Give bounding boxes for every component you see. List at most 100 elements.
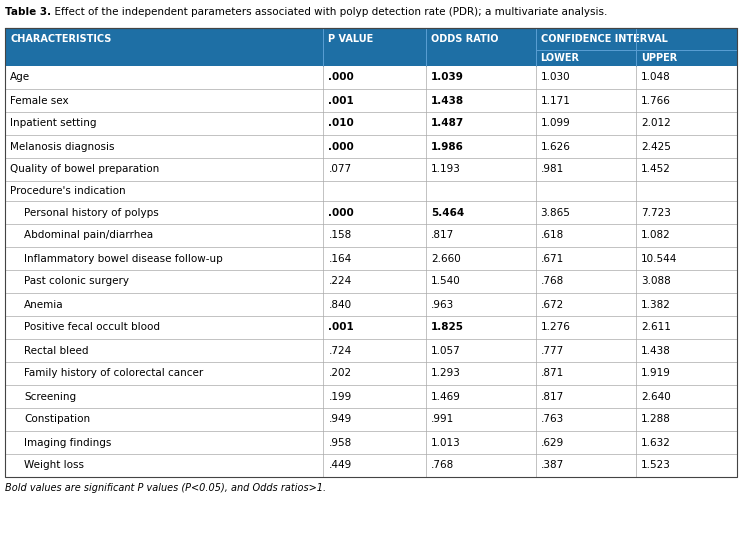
Bar <box>5 454 737 477</box>
Bar <box>5 135 737 158</box>
Text: Inflammatory bowel disease follow-up: Inflammatory bowel disease follow-up <box>24 254 223 264</box>
Text: .077: .077 <box>329 165 352 175</box>
Text: Anemia: Anemia <box>24 300 64 310</box>
Text: Effect of the independent parameters associated with polyp detection rate (PDR);: Effect of the independent parameters ass… <box>48 7 608 17</box>
Bar <box>5 224 737 247</box>
Bar <box>5 408 737 431</box>
Bar <box>5 385 737 408</box>
Text: .001: .001 <box>329 96 354 105</box>
Text: 1.030: 1.030 <box>541 72 571 82</box>
Text: CHARACTERISTICS: CHARACTERISTICS <box>10 34 111 44</box>
Text: .991: .991 <box>431 414 454 424</box>
Text: 1.276: 1.276 <box>541 322 571 333</box>
Text: 1.013: 1.013 <box>431 438 461 447</box>
Text: 1.099: 1.099 <box>541 119 571 128</box>
Text: 1.293: 1.293 <box>431 368 461 378</box>
Text: .224: .224 <box>329 277 352 287</box>
Text: 1.523: 1.523 <box>641 461 671 470</box>
Bar <box>5 201 737 224</box>
Text: .958: .958 <box>329 438 352 447</box>
Bar <box>5 270 737 293</box>
Text: 1.469: 1.469 <box>431 391 461 401</box>
Bar <box>5 293 737 316</box>
Text: .672: .672 <box>541 300 564 310</box>
Text: .000: .000 <box>329 142 354 152</box>
Text: CONFIDENCE INTERVAL: CONFIDENCE INTERVAL <box>541 34 668 44</box>
Text: 10.544: 10.544 <box>641 254 677 264</box>
Text: 1.626: 1.626 <box>541 142 571 152</box>
Text: Imaging findings: Imaging findings <box>24 438 111 447</box>
Text: Procedure's indication: Procedure's indication <box>10 186 126 196</box>
Text: 1.438: 1.438 <box>431 96 464 105</box>
Text: 3.865: 3.865 <box>541 208 571 217</box>
Text: .817: .817 <box>541 391 564 401</box>
Text: .164: .164 <box>329 254 352 264</box>
Text: 1.766: 1.766 <box>641 96 671 105</box>
Text: .768: .768 <box>431 461 454 470</box>
Text: 5.464: 5.464 <box>431 208 464 217</box>
Bar <box>5 247 737 270</box>
Text: .001: .001 <box>329 322 354 333</box>
Bar <box>5 89 737 112</box>
Text: 2.425: 2.425 <box>641 142 671 152</box>
Bar <box>5 112 737 135</box>
Text: .724: .724 <box>329 345 352 356</box>
Text: 1.288: 1.288 <box>641 414 671 424</box>
Text: 1.540: 1.540 <box>431 277 461 287</box>
Bar <box>5 339 737 362</box>
Text: .671: .671 <box>541 254 564 264</box>
Text: .840: .840 <box>329 300 352 310</box>
Bar <box>5 28 737 66</box>
Text: .763: .763 <box>541 414 564 424</box>
Text: LOWER: LOWER <box>541 53 580 63</box>
Text: 1.082: 1.082 <box>641 231 671 240</box>
Text: 2.640: 2.640 <box>641 391 671 401</box>
Text: Table 3.: Table 3. <box>5 7 51 17</box>
Text: .202: .202 <box>329 368 352 378</box>
Text: 1.382: 1.382 <box>641 300 671 310</box>
Text: Abdominal pain/diarrhea: Abdominal pain/diarrhea <box>24 231 154 240</box>
Text: 2.660: 2.660 <box>431 254 461 264</box>
Text: 1.039: 1.039 <box>431 72 464 82</box>
Text: .981: .981 <box>541 165 564 175</box>
Text: Quality of bowel preparation: Quality of bowel preparation <box>10 165 160 175</box>
Text: Melanosis diagnosis: Melanosis diagnosis <box>10 142 115 152</box>
Text: .199: .199 <box>329 391 352 401</box>
Text: 1.919: 1.919 <box>641 368 671 378</box>
Bar <box>5 362 737 385</box>
Text: .000: .000 <box>329 72 354 82</box>
Text: .629: .629 <box>541 438 564 447</box>
Text: Female sex: Female sex <box>10 96 69 105</box>
Text: ODDS RATIO: ODDS RATIO <box>431 34 499 44</box>
Bar <box>5 28 737 477</box>
Text: Personal history of polyps: Personal history of polyps <box>24 208 159 217</box>
Text: 1.048: 1.048 <box>641 72 671 82</box>
Text: 1.632: 1.632 <box>641 438 671 447</box>
Text: Family history of colorectal cancer: Family history of colorectal cancer <box>24 368 203 378</box>
Text: .618: .618 <box>541 231 564 240</box>
Bar <box>5 431 737 454</box>
Text: 1.193: 1.193 <box>431 165 461 175</box>
Text: 1.452: 1.452 <box>641 165 671 175</box>
Text: Weight loss: Weight loss <box>24 461 84 470</box>
Text: 2.611: 2.611 <box>641 322 671 333</box>
Text: .871: .871 <box>541 368 564 378</box>
Text: .963: .963 <box>431 300 454 310</box>
Text: .449: .449 <box>329 461 352 470</box>
Text: .000: .000 <box>329 208 354 217</box>
Text: 3.088: 3.088 <box>641 277 671 287</box>
Text: 7.723: 7.723 <box>641 208 671 217</box>
Text: UPPER: UPPER <box>641 53 677 63</box>
Text: Age: Age <box>10 72 30 82</box>
Bar <box>5 158 737 181</box>
Text: 1.438: 1.438 <box>641 345 671 356</box>
Text: .387: .387 <box>541 461 564 470</box>
Text: Rectal bleed: Rectal bleed <box>24 345 89 356</box>
Bar <box>5 66 737 89</box>
Text: .777: .777 <box>541 345 564 356</box>
Text: .817: .817 <box>431 231 454 240</box>
Text: Inpatient setting: Inpatient setting <box>10 119 96 128</box>
Bar <box>5 316 737 339</box>
Text: 1.057: 1.057 <box>431 345 461 356</box>
Text: .949: .949 <box>329 414 352 424</box>
